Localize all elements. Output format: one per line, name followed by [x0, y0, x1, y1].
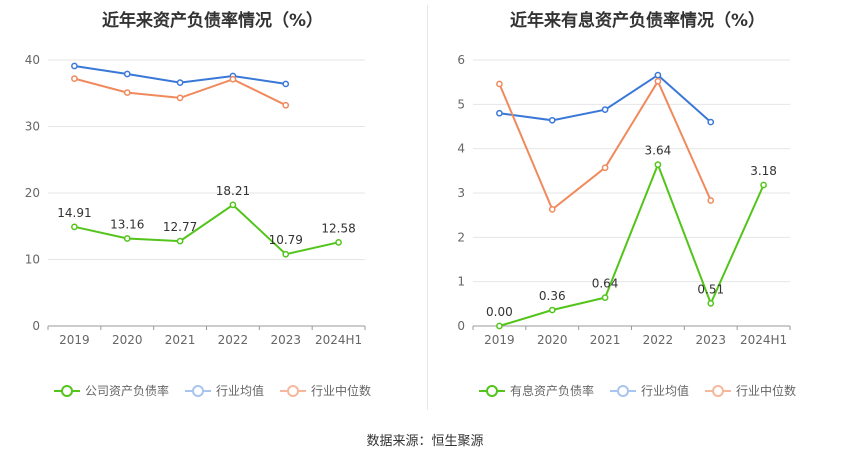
- panel-divider: [427, 5, 428, 410]
- data-point: [123, 70, 131, 78]
- data-point: [123, 89, 131, 96]
- series-line: [498, 79, 712, 211]
- y-tick-label: 30: [25, 120, 40, 134]
- data-label: 14.91: [57, 206, 91, 220]
- x-tick-label: 2023: [270, 333, 301, 347]
- y-tick-label: 4: [457, 142, 465, 156]
- data-point: [229, 75, 237, 83]
- x-tick-label: 2022: [218, 333, 249, 347]
- data-point: [229, 201, 237, 209]
- y-tick-label: 2: [457, 230, 465, 244]
- data-point: [654, 71, 662, 79]
- data-label: 0.51: [697, 282, 724, 296]
- series-line: [74, 203, 339, 256]
- chart-plot-right: 0 1 2 3 4 5 6 2019 2020 2021 2022 2023 2024H1 0.00 0.3…: [457, 53, 791, 347]
- series-line: [499, 73, 712, 123]
- x-tick-label: 2020: [537, 333, 568, 347]
- y-tick-label: 1: [457, 275, 465, 289]
- chart-plot-left: 0 10 20 30 40 2019 2020 2021 2022 2023 2024H1 14.91…: [25, 53, 366, 347]
- data-point: [496, 322, 503, 330]
- legend-label: 行业均值: [215, 384, 264, 398]
- legend-line-marker-icon: [184, 384, 211, 397]
- data-label: 0.36: [539, 289, 566, 303]
- chart-legend: 有息资产负债率 行业均值 行业中位数: [425, 382, 850, 399]
- data-point: [176, 94, 184, 102]
- data-label: 10.79: [269, 233, 303, 247]
- chart-panel-left: 近年来资产负债率情况（%） 0 10 20 30 40 2019 2020 2021 2022 2…: [0, 0, 425, 420]
- x-tick-label: 2024H1: [740, 333, 787, 347]
- y-tick-label: 3: [457, 186, 465, 200]
- data-point: [123, 235, 131, 242]
- chart-legend: 公司资产负债率 行业均值 行业中位数: [0, 382, 425, 399]
- data-label: 3.64: [645, 144, 672, 158]
- legend-line-marker-icon: [609, 384, 636, 397]
- y-tick-label: 40: [25, 53, 40, 67]
- data-label: 13.16: [110, 217, 144, 231]
- x-tick-label: 2020: [112, 333, 143, 347]
- legend-item-industry-median[interactable]: 行业中位数: [705, 382, 796, 399]
- legend-line-marker-icon: [53, 384, 80, 397]
- y-tick-label: 0: [32, 319, 40, 333]
- y-tick-label: 20: [25, 186, 40, 200]
- legend-item-interest-bearing[interactable]: 有息资产负债率: [478, 382, 594, 399]
- data-label: 0.00: [486, 305, 513, 319]
- legend-item-industry-mean[interactable]: 行业均值: [609, 382, 689, 399]
- x-tick-label: 2019: [484, 333, 515, 347]
- data-point: [707, 300, 715, 307]
- data-point: [601, 106, 609, 114]
- data-point: [71, 62, 78, 70]
- legend-item-company[interactable]: 公司资产负债率: [53, 382, 169, 399]
- data-point: [496, 109, 503, 117]
- data-point: [282, 80, 290, 88]
- legend-label: 公司资产负债率: [84, 384, 169, 398]
- data-point: [601, 164, 609, 172]
- data-point: [335, 238, 342, 246]
- x-tick-label: 2021: [165, 333, 196, 347]
- data-point: [282, 250, 290, 258]
- data-point: [548, 306, 556, 314]
- data-point: [707, 118, 715, 126]
- legend-label: 行业中位数: [311, 384, 372, 398]
- series-line: [499, 161, 765, 327]
- chart-title: 近年来资产负债率情况（%）: [101, 11, 324, 31]
- data-label: 12.77: [163, 220, 197, 234]
- legend-line-marker-icon: [280, 384, 306, 397]
- data-point: [71, 75, 78, 82]
- data-point: [707, 197, 715, 204]
- data-point: [176, 79, 184, 86]
- data-point: [601, 294, 609, 301]
- legend-label: 行业中位数: [736, 384, 797, 398]
- legend-line-marker-icon: [705, 384, 731, 397]
- x-tick-label: 2024H1: [315, 333, 362, 347]
- data-point: [176, 237, 184, 245]
- y-tick-label: 0: [457, 319, 465, 333]
- x-tick-label: 2019: [59, 333, 90, 347]
- y-tick-label: 10: [25, 253, 40, 267]
- data-point: [654, 161, 662, 168]
- legend-item-industry-mean[interactable]: 行业均值: [184, 382, 264, 399]
- y-tick-label: 5: [457, 97, 465, 111]
- y-tick-label: 6: [457, 53, 465, 67]
- data-point: [654, 77, 662, 85]
- x-tick-label: 2021: [590, 333, 621, 347]
- data-point: [548, 206, 556, 213]
- data-point: [548, 116, 556, 124]
- data-point: [496, 80, 503, 88]
- data-label: 3.18: [750, 164, 777, 178]
- legend-label: 行业均值: [640, 384, 689, 398]
- x-tick-label: 2023: [695, 333, 726, 347]
- chart-panel-right: 近年来有息资产负债率情况（%） 0 1 2 3 4 5 6 2019 2020 2021 2022 2…: [425, 0, 850, 420]
- data-point: [282, 101, 290, 109]
- data-label: 12.58: [321, 221, 355, 235]
- data-point: [760, 181, 767, 189]
- legend-item-industry-median[interactable]: 行业中位数: [280, 382, 371, 399]
- x-tick-label: 2022: [643, 333, 674, 347]
- legend-label: 有息资产负债率: [509, 384, 594, 398]
- legend-line-marker-icon: [478, 384, 505, 397]
- data-point: [71, 223, 78, 231]
- chart-title: 近年来有息资产负债率情况（%）: [509, 11, 766, 31]
- data-source-note: 数据来源：恒生聚源: [366, 434, 484, 449]
- data-label: 18.21: [216, 184, 250, 198]
- data-label: 0.64: [592, 277, 619, 291]
